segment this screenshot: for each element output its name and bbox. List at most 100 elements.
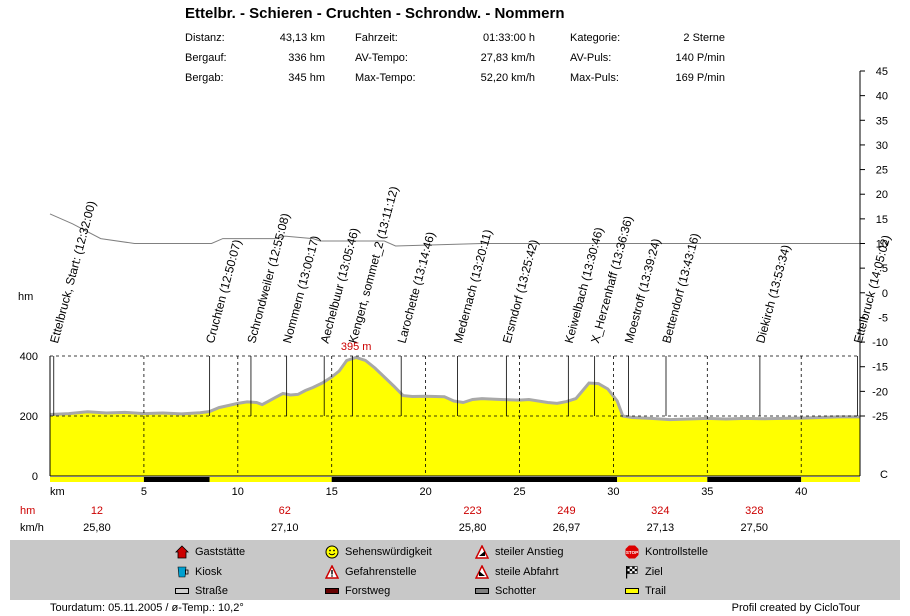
segment-hm-value: 12 bbox=[91, 505, 103, 517]
warning-icon bbox=[325, 565, 339, 579]
segment-kmh-value: 27,50 bbox=[741, 522, 769, 534]
surface-segment bbox=[801, 477, 860, 482]
speed-tick-label: 30 bbox=[876, 140, 888, 152]
x-tick-label: 40 bbox=[795, 486, 807, 498]
stat-value-distance: 43,13 km bbox=[279, 32, 325, 44]
legend-item-inn: Gaststätte bbox=[175, 545, 245, 559]
segment-kmh-value: 25,80 bbox=[459, 522, 487, 534]
stat-label-avg-speed: AV-Tempo: bbox=[355, 52, 408, 64]
segment-hm-value: 223 bbox=[463, 505, 481, 517]
stat-label-max-pulse: Max-Puls: bbox=[570, 72, 619, 84]
legend-item-gravel: Schotter bbox=[475, 585, 536, 597]
gravel-swatch-icon bbox=[475, 588, 489, 594]
legend-label: steiler Anstieg bbox=[495, 546, 564, 558]
surface-segment bbox=[143, 477, 210, 482]
hm-row-label: hm bbox=[20, 505, 35, 517]
stat-value-avg-pulse: 140 P/min bbox=[675, 52, 725, 64]
smiley-icon bbox=[325, 545, 339, 559]
speed-axis-end-label: C bbox=[880, 469, 888, 481]
speed-tick-label: -20 bbox=[872, 386, 888, 398]
waypoint-label: Kengert, sommet_2 (13:11:12) bbox=[346, 185, 401, 345]
stat-value-max-speed: 52,20 km/h bbox=[480, 72, 535, 84]
x-tick-label: 10 bbox=[232, 486, 244, 498]
finish-flag-icon bbox=[626, 566, 638, 579]
surface-segment bbox=[50, 477, 144, 482]
speed-tick-label: -15 bbox=[872, 362, 888, 374]
speed-tick-label: 35 bbox=[876, 115, 888, 127]
waypoint-label: Diekirch (13:53:34) bbox=[753, 243, 793, 345]
stat-label-time: Fahrzeit: bbox=[355, 32, 398, 44]
speed-tick-label: 5 bbox=[882, 263, 888, 275]
elevation-tick-label: 0 bbox=[32, 471, 38, 483]
legend-label: Straße bbox=[195, 585, 229, 597]
legend-label: Kontrollstelle bbox=[645, 546, 708, 558]
speed-tick-label: -10 bbox=[872, 337, 888, 349]
stat-label-category: Kategorie: bbox=[570, 32, 621, 44]
steep-descent-icon bbox=[475, 565, 489, 579]
max-elevation-label: 395 m bbox=[341, 341, 372, 353]
elevation-outline bbox=[49, 355, 860, 422]
legend-item-steep-descent: steile Abfahrt bbox=[475, 565, 559, 579]
legend-label: Trail bbox=[645, 585, 666, 597]
house-icon bbox=[175, 545, 189, 559]
legend-item-steep-climb: steiler Anstieg bbox=[475, 545, 563, 559]
speed-tick-label: 10 bbox=[876, 239, 888, 251]
legend-item-danger: Gefahrenstelle bbox=[325, 565, 417, 579]
speed-tick-label: 0 bbox=[882, 288, 888, 300]
stat-label-avg-pulse: AV-Puls: bbox=[570, 52, 612, 64]
speed-line bbox=[49, 213, 860, 247]
speed-tick-label: 40 bbox=[876, 91, 888, 103]
waypoint-label: Nommern (13:00:17) bbox=[280, 234, 322, 345]
x-axis-unit: km bbox=[50, 486, 65, 498]
trail-swatch-icon bbox=[625, 588, 639, 594]
legend-label: Schotter bbox=[495, 585, 536, 597]
x-tick-label: 15 bbox=[326, 486, 338, 498]
elevation-speed-chart: Ettelbruck, Start: (12:32:00) Cruchten (1… bbox=[18, 66, 893, 534]
elevation-axis-unit: hm bbox=[18, 291, 33, 303]
waypoint-label: Medernach (13:20:11) bbox=[451, 228, 495, 345]
surface-segment bbox=[331, 477, 618, 482]
stat-value-ascent: 336 hm bbox=[288, 52, 325, 64]
segment-kmh-value: 25,80 bbox=[83, 522, 111, 534]
footer-tour-date: Tourdatum: 05.11.2005 / ø-Temp.: 10,2° bbox=[50, 602, 244, 614]
legend-item-checkpoint: STOP Kontrollstelle bbox=[625, 545, 708, 559]
segment-hm-value: 324 bbox=[651, 505, 669, 517]
legend-label: steile Abfahrt bbox=[495, 566, 559, 578]
x-tick-label: 30 bbox=[607, 486, 619, 498]
segment-kmh-value: 27,10 bbox=[271, 522, 299, 534]
elevation-tick-label: 400 bbox=[20, 351, 38, 363]
segment-kmh-value: 27,13 bbox=[647, 522, 675, 534]
kmh-row-label: km/h bbox=[20, 522, 44, 534]
legend-label: Ziel bbox=[645, 566, 663, 578]
waypoint-label: Moestroff (13:39:24) bbox=[622, 237, 663, 345]
segment-kmh-value: 26,97 bbox=[553, 522, 581, 534]
stop-sign-icon: STOP bbox=[625, 545, 639, 559]
kiosk-icon bbox=[177, 566, 189, 578]
x-tick-label: 25 bbox=[513, 486, 525, 498]
stat-label-descent: Bergab: bbox=[185, 72, 224, 84]
footer-credit: Profil created by CicloTour bbox=[731, 602, 860, 614]
waypoint-label: Bettendorf (13:43:16) bbox=[659, 232, 702, 345]
legend-label: Kiosk bbox=[195, 566, 222, 578]
surface-segment bbox=[617, 477, 708, 482]
stat-label-distance: Distanz: bbox=[185, 32, 225, 44]
legend-label: Sehenswürdigkeit bbox=[345, 546, 432, 558]
elevation-tick-label: 200 bbox=[20, 411, 38, 423]
legend-item-road: Straße bbox=[175, 585, 228, 597]
surface-segment bbox=[209, 477, 332, 482]
legend-item-trail: Trail bbox=[625, 585, 666, 597]
legend-item-finish: Ziel bbox=[625, 565, 663, 579]
x-tick-label: 20 bbox=[419, 486, 431, 498]
legend-item-forest-road: Forstweg bbox=[325, 585, 390, 597]
stat-value-time: 01:33:00 h bbox=[483, 32, 535, 44]
legend-item-kiosk: Kiosk bbox=[175, 565, 222, 579]
segment-hm-value: 62 bbox=[279, 505, 291, 517]
speed-tick-label: 45 bbox=[876, 66, 888, 78]
forest-road-swatch-icon bbox=[325, 588, 339, 594]
stat-value-descent: 345 hm bbox=[288, 72, 325, 84]
svg-text:STOP: STOP bbox=[626, 550, 638, 555]
segment-hm-value: 328 bbox=[745, 505, 763, 517]
stat-label-ascent: Bergauf: bbox=[185, 52, 227, 64]
stat-value-avg-speed: 27,83 km/h bbox=[480, 52, 535, 64]
surface-segment bbox=[707, 477, 802, 482]
